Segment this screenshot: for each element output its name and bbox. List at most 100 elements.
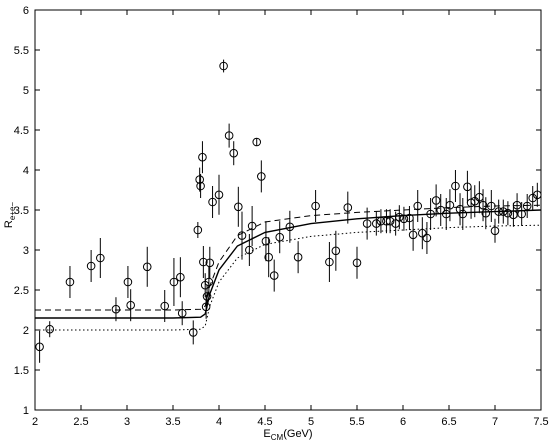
data-point [517,209,526,219]
data-point [86,261,96,271]
y-tick-label: 3 [23,245,29,257]
data-point [431,196,441,205]
data-point [234,202,243,212]
x-tick-label: 5.5 [349,416,364,428]
y-tick-label: 4.5 [14,125,29,137]
data-point [199,257,208,267]
data-point [205,258,215,268]
data-point [325,257,334,267]
data-point [269,271,279,280]
data-point [208,197,217,207]
data-point [45,324,55,334]
x-tick-label: 4.5 [257,416,272,428]
y-tick-label: 4 [23,165,29,177]
data-point [487,201,496,211]
x-tick-label: 3 [124,416,130,428]
y-label-sub: e+e− [8,202,17,221]
data-point [169,277,179,287]
data-point [285,222,295,232]
data-point [311,201,320,211]
data-point [528,193,538,203]
data-point [177,308,187,318]
data-point [275,232,285,242]
data-point [399,214,409,224]
y-tick-label: 3.5 [14,205,29,217]
y-tick-label: 6 [23,5,29,17]
y-axis-label: Re+e− [3,202,17,229]
x-tick-label: 6.5 [441,416,456,428]
data-point [418,228,427,238]
data-point [195,175,204,184]
x-tick-label: 6 [400,416,406,428]
model-curve [35,224,542,331]
data-point [413,201,423,211]
y-tick-label: 2.5 [14,285,29,297]
model-curve [35,209,542,319]
data-point [405,213,414,223]
x-tick-label: 3.5 [165,416,180,428]
x-label-sub: CM [271,433,284,442]
y-tick-label: 5.5 [14,45,29,57]
x-tick-label: 4 [216,416,222,428]
x-label-main: E [263,428,270,440]
x-tick-label: 5 [308,416,314,428]
data-point [343,203,353,212]
data-point [204,277,214,287]
data-point [422,233,432,243]
data-point [198,152,207,162]
data-point [65,277,75,287]
data-point [395,212,404,222]
x-tick-label: 7 [492,416,498,428]
data-point [214,190,224,200]
x-axis-label: ECM(GeV) [263,428,312,442]
data-point [426,209,435,219]
data-point [331,246,341,256]
data-point [111,304,121,314]
x-label-rest: (GeV) [283,428,312,440]
data-point [245,245,254,255]
data-point [257,172,266,181]
model-curve [35,204,542,311]
x-tick-label: 7.5 [533,416,548,428]
data-point [264,252,273,262]
data-point [252,137,262,147]
data-point [385,216,395,226]
data-point [494,207,503,216]
data-point [498,207,508,216]
data-point [293,252,303,262]
data-point [224,131,234,140]
data-point [478,200,488,210]
x-tick-label: 2 [32,416,38,428]
data-point [193,225,203,235]
data-point [490,226,500,236]
data-point [261,236,271,246]
data-point [142,262,152,272]
data-point [436,205,446,215]
data-point [123,277,133,287]
data-point [455,204,465,214]
y-tick-label: 2 [23,325,29,337]
data-point [503,208,513,218]
data-point [96,253,105,263]
y-tick-label: 5 [23,85,29,97]
data-point [451,181,460,191]
data-point [176,272,185,282]
data-point [445,200,455,210]
data-point [481,208,491,218]
data-point [408,230,418,240]
plot-frame [34,9,542,411]
data-point [160,301,170,311]
y-tick-label: 1 [23,405,29,417]
data-point [512,200,522,210]
data-point [35,342,44,352]
data-point [247,221,257,231]
y-label-main: R [3,220,15,228]
data-point [362,219,372,228]
data-point [201,302,211,312]
data-point [126,300,135,310]
data-point [196,181,205,191]
data-point [458,209,468,219]
y-tick-label: 1.5 [14,365,29,377]
